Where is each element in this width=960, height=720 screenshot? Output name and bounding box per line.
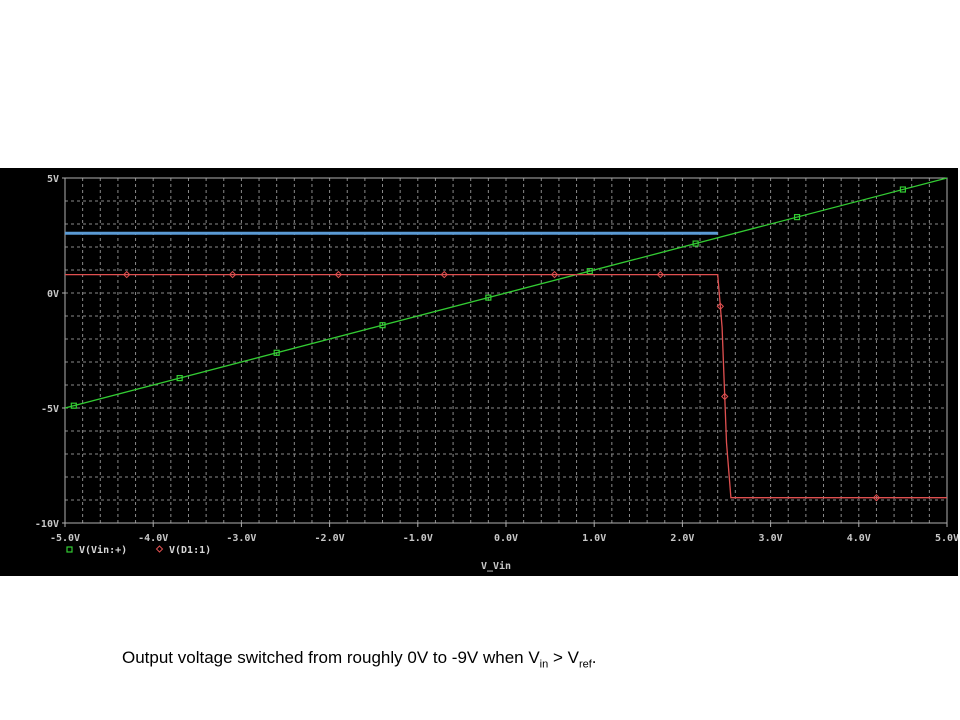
series-marker-diamond <box>123 270 131 279</box>
x-tick-label: 3.0V <box>759 533 783 544</box>
x-tick-label: 0.0V <box>494 533 518 544</box>
x-tick-label: 5.0V <box>935 533 958 544</box>
series-marker-square <box>586 268 593 275</box>
caption-sub-in: in <box>539 658 549 671</box>
series-marker-square <box>485 294 492 301</box>
series-marker-diamond <box>334 270 343 279</box>
series-marker-diamond <box>440 270 448 279</box>
legend-marker-diamond <box>155 545 164 553</box>
series-marker-square <box>793 213 801 221</box>
caption-end: . <box>591 648 597 667</box>
series-line-2 <box>65 273 947 499</box>
caption-main: Output voltage switched from roughly 0V … <box>122 648 540 667</box>
x-tick-label: -2.0V <box>315 533 345 544</box>
plot-frame <box>64 177 948 524</box>
legend: V(Vin:+) V(D1:1) <box>66 544 211 556</box>
series-marker-diamond <box>228 270 237 279</box>
series-marker-diamond <box>721 392 729 401</box>
legend-marker-square <box>66 546 73 553</box>
series-marker-square <box>692 240 699 247</box>
series-marker-diamond <box>656 270 665 279</box>
grid <box>65 178 947 523</box>
series-layer <box>64 177 948 502</box>
caption-middle: > V <box>548 648 579 667</box>
caption-sub-ref: ref <box>578 658 592 671</box>
series-marker-diamond <box>550 270 559 279</box>
series-marker-square <box>70 402 77 409</box>
chart-svg: -5.0V -4.0V -3.0V -2.0V -1.0V 0.0V 1.0V 2.0V 3.0… <box>35 174 958 572</box>
legend-label: V(D1:1) <box>169 545 211 556</box>
series-marker-square <box>379 322 386 329</box>
x-axis-label: V_Vin <box>481 560 511 572</box>
caption: Output voltage switched from roughly 0V … <box>122 648 597 670</box>
series-marker-diamond <box>716 302 725 311</box>
x-tick-label: 4.0V <box>847 533 871 544</box>
x-tick-label: 2.0V <box>670 533 694 544</box>
axes: -5.0V -4.0V -3.0V -2.0V -1.0V 0.0V 1.0V 2.0V 3.0… <box>35 174 958 572</box>
x-tick-label: -1.0V <box>403 533 433 544</box>
series-marker-square <box>273 349 280 356</box>
series-marker-square <box>899 186 907 193</box>
x-tick-label: -4.0V <box>138 533 168 544</box>
x-tick-label: 1.0V <box>582 533 606 544</box>
y-tick-label: -5V <box>41 404 59 415</box>
y-tick-label: 5V <box>47 174 59 185</box>
y-tick-label: 0V <box>47 289 59 300</box>
x-tick-label: -3.0V <box>226 533 256 544</box>
legend-label: V(Vin:+) <box>79 544 127 556</box>
plot-panel: -5.0V -4.0V -3.0V -2.0V -1.0V 0.0V 1.0V 2.0V 3.0… <box>0 168 958 576</box>
series-marker-diamond <box>872 493 881 502</box>
x-tick-label: -5.0V <box>50 533 80 544</box>
y-tick-label: -10V <box>35 519 59 530</box>
series-marker-square <box>176 375 183 382</box>
